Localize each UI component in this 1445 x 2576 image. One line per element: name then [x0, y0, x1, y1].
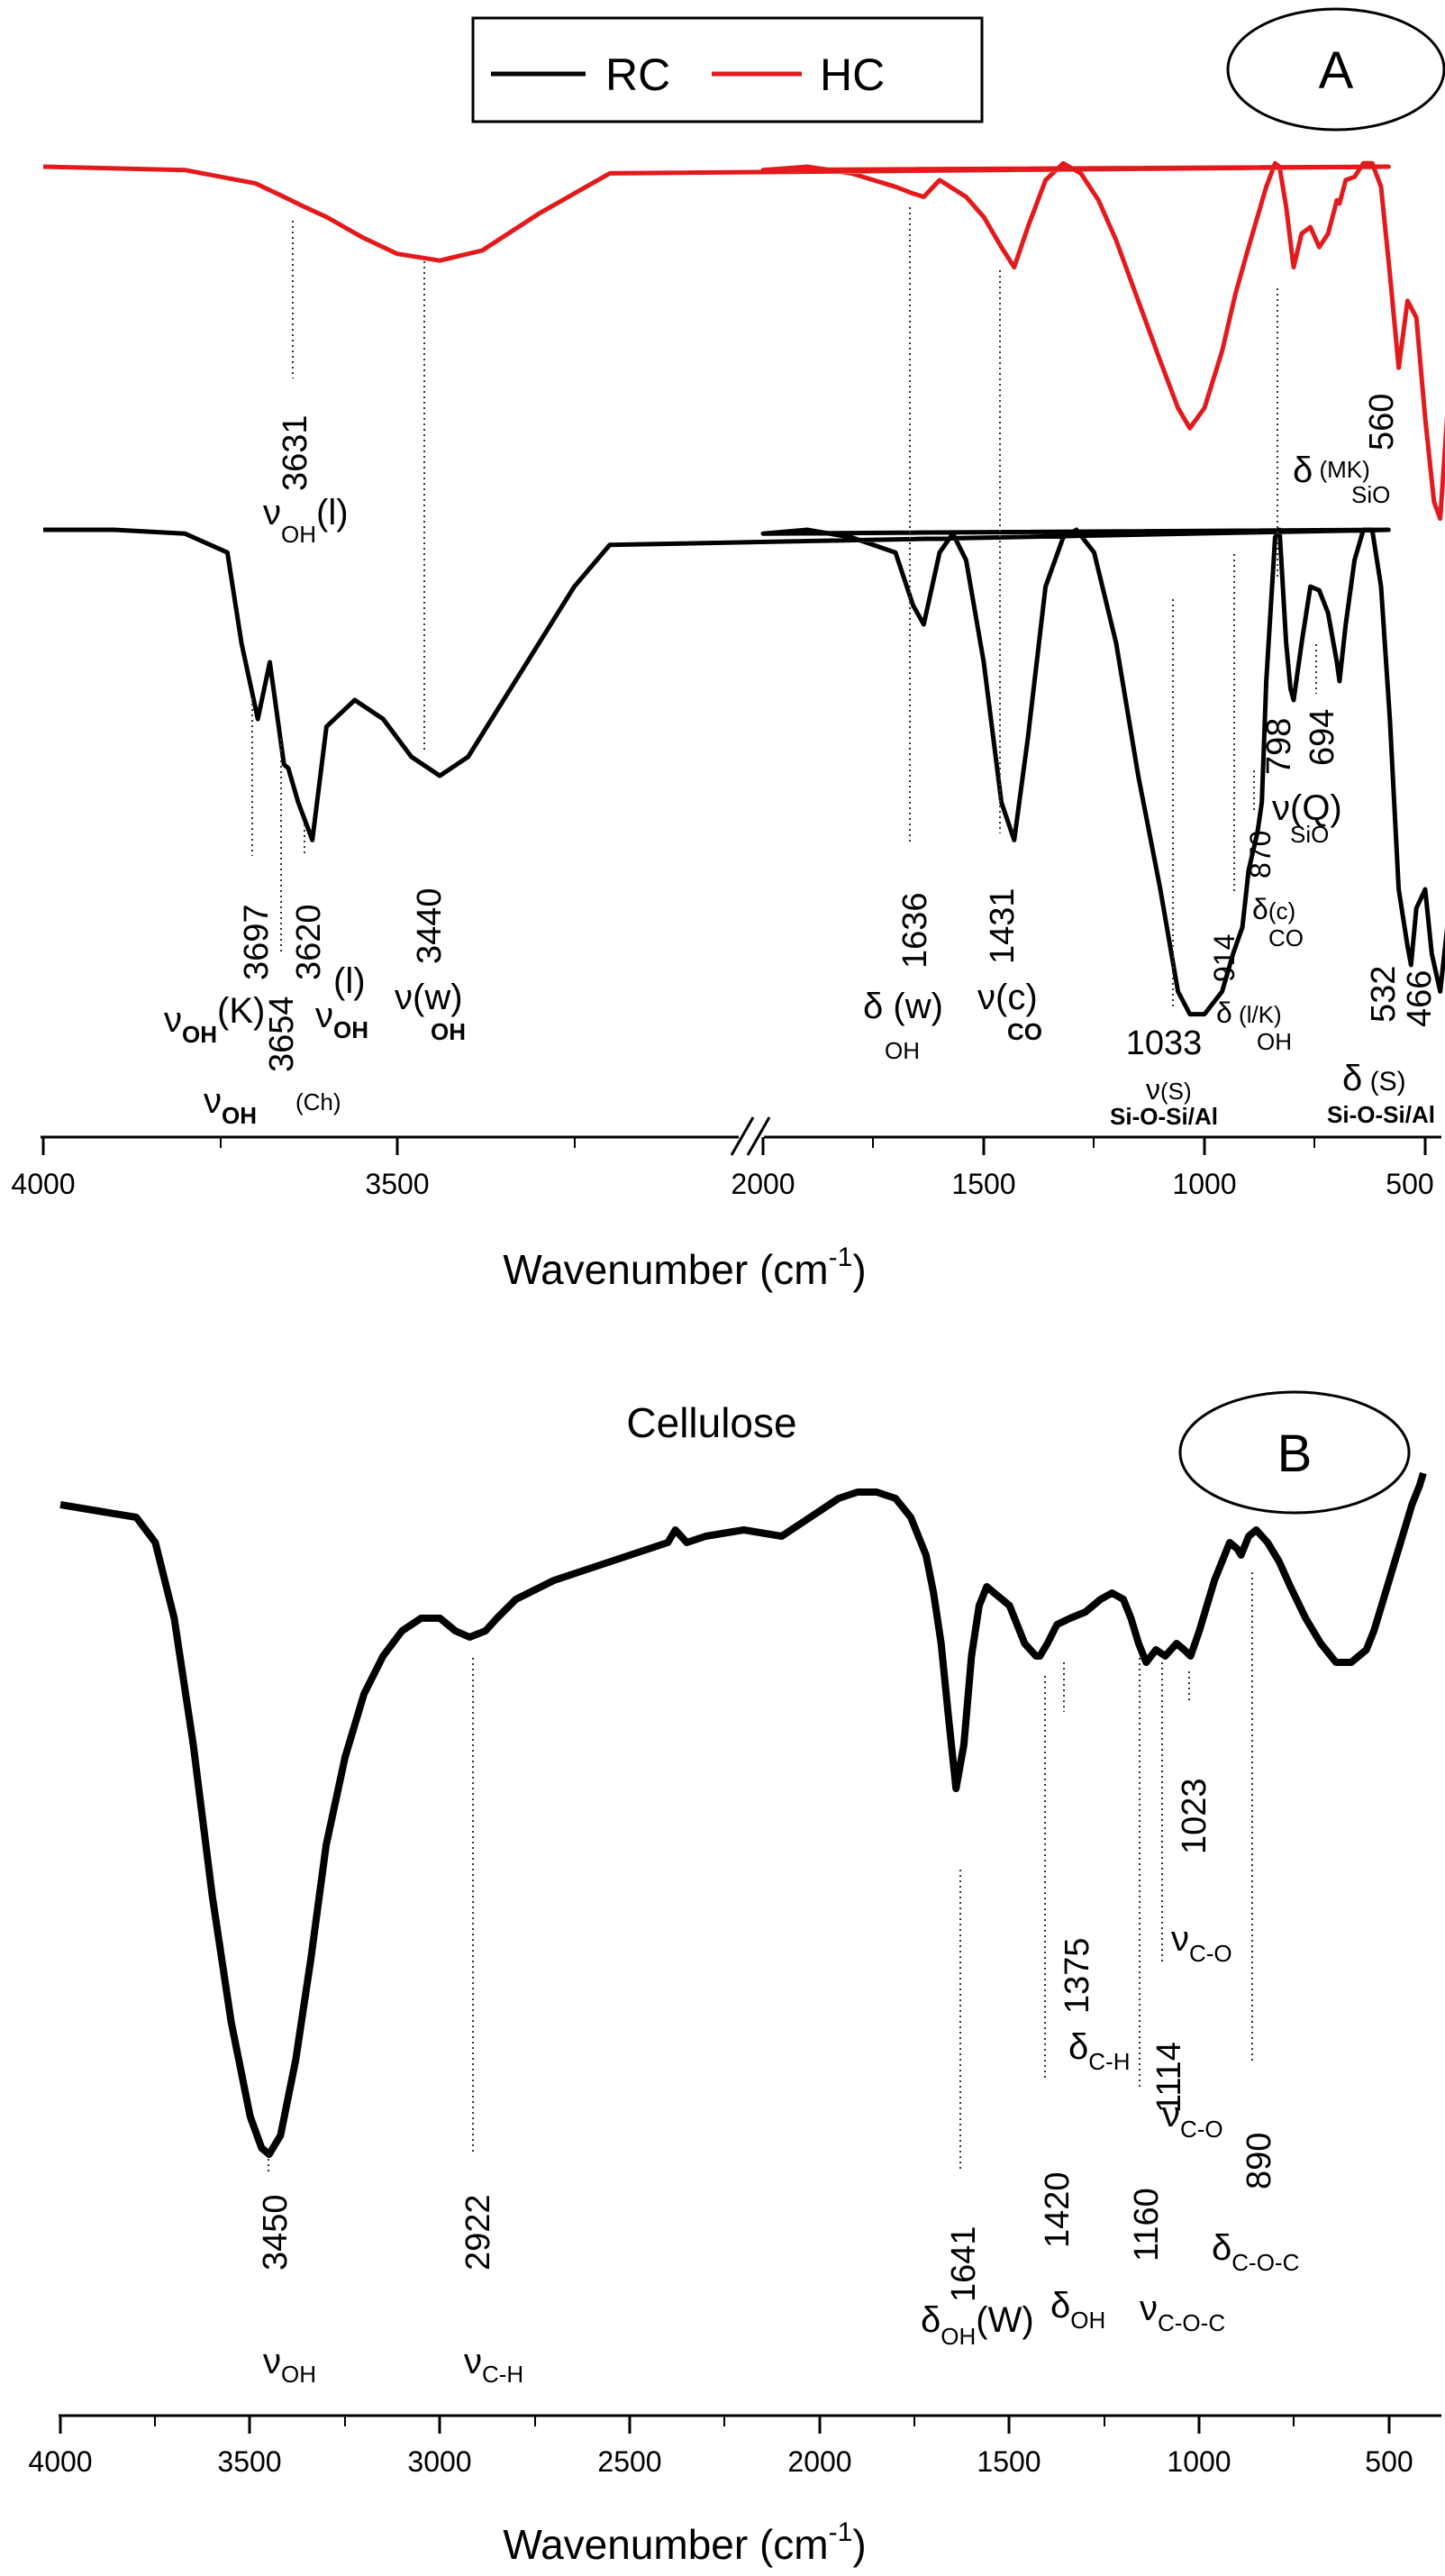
- x-axis-label-b-sup: -1: [829, 2517, 853, 2547]
- x-axis-b: 4000 3500 3000 2500 2000 1500 1000 500 W…: [28, 2414, 1441, 2568]
- peak-label-rc-1431: 1431: [984, 887, 1022, 964]
- x-tick-label-a-4000: 4000: [11, 1168, 75, 1200]
- panel-label-a-oval: [1226, 7, 1445, 132]
- assign-rc-870: δ(c) CO: [1252, 893, 1304, 951]
- x-tick-label-a-1000: 1000: [1172, 1168, 1236, 1200]
- assign-rc-532-sub: Si-O-Si/Al: [1327, 1101, 1435, 1128]
- peak-label-b-1023: 1023: [1176, 1778, 1213, 1854]
- peak-label-rc-466: 466: [1401, 970, 1439, 1027]
- assign-rc-1431: ν(c) CO: [977, 978, 1042, 1045]
- x-tick-label-b-500: 500: [1365, 2445, 1413, 2478]
- assign-rc-3440: ν(w) OH: [395, 978, 466, 1045]
- x-tick-label-b-2500: 2500: [597, 2445, 661, 2478]
- peak-label-rc-532: 532: [1365, 966, 1403, 1023]
- assign-rc-1033-sub: Si-O-Si/Al: [1110, 1103, 1218, 1130]
- panel-label-b: B: [1277, 1425, 1313, 1483]
- peak-label-b-1641: 1641: [945, 2226, 983, 2302]
- x-tick-label-b-2000: 2000: [787, 2445, 851, 2478]
- peak-labels-b: 3450 2922 1641 1420 1375 1160 1114 1023 …: [257, 1778, 1278, 2302]
- peak-label-b-1160: 1160: [1128, 2188, 1166, 2262]
- peak-guides-b: [268, 1572, 1253, 2171]
- assign-rc-3654-ch: (Ch): [295, 1088, 341, 1115]
- peak-label-rc-3697: 3697: [238, 904, 276, 980]
- assign-rc-1636: δ (w) OH: [863, 987, 943, 1064]
- peak-label-rc-694: 694: [1304, 709, 1341, 766]
- peak-label-b-1420: 1420: [1039, 2171, 1077, 2248]
- peak-label-hc-3631: 3631: [277, 414, 314, 491]
- assign-hc-3631: νOH(l): [263, 493, 349, 548]
- assign-b-2922: νC-H: [464, 2342, 523, 2388]
- peak-label-rc-870: 870: [1244, 831, 1277, 878]
- peak-label-hc-560: 560: [1363, 394, 1401, 451]
- assignments-a: νOH(l) δ (MK) SiO νOH(K) νOH (Ch) νOH(l) …: [164, 451, 1435, 1130]
- assign-rc-914: δ (l/K) OH: [1216, 997, 1292, 1055]
- assign-hc-560: δ (MK) SiO: [1293, 451, 1390, 508]
- assign-b-1641: δOH(W): [921, 2300, 1034, 2350]
- peak-label-rc-3620: 3620: [290, 904, 328, 980]
- peak-label-b-2922: 2922: [459, 2194, 497, 2271]
- legend-box: [471, 16, 984, 123]
- x-axis-label-a-close: ): [852, 1246, 866, 1293]
- assign-b-1375: δC-H: [1068, 2027, 1130, 2075]
- x-tick-label-a-3500: 3500: [365, 1168, 429, 1200]
- peak-label-rc-914: 914: [1208, 934, 1241, 982]
- assignments-b: νOH νC-H δOH(W) δOH δC-H νC-O-C νC-O νC-…: [263, 1919, 1299, 2388]
- assign-b-1023: νC-O: [1171, 1919, 1232, 1967]
- x-axis-label-b-close: ): [852, 2521, 866, 2568]
- assign-rc-1033: ν(S): [1146, 1073, 1192, 1106]
- x-tick-label-a-500: 500: [1386, 1168, 1433, 1200]
- panel-label-b-oval: [1178, 1390, 1411, 1515]
- x-axis-label-b-main: Wavenumber (cm: [503, 2521, 828, 2568]
- x-axis-label-a: Wavenumber (cm-1): [503, 1242, 866, 1293]
- panel-label-a: A: [1319, 41, 1354, 100]
- assign-b-3450: νOH: [263, 2342, 316, 2388]
- legend-label-rc: RC: [605, 50, 670, 100]
- assign-rc-798: ν(Q) SiO: [1272, 788, 1342, 848]
- peak-label-rc-3440: 3440: [411, 887, 449, 964]
- assign-rc-3697: νOH(K): [164, 991, 265, 1048]
- x-tick-label-b-1500: 1500: [977, 2445, 1041, 2478]
- peak-label-rc-1033: 1033: [1126, 1024, 1203, 1062]
- legend: RC HC: [471, 16, 984, 123]
- axis-break-mark-2: [746, 1116, 771, 1156]
- x-tick-label-a-1500: 1500: [951, 1168, 1015, 1200]
- assign-b-890: δC-O-C: [1212, 2228, 1299, 2276]
- series-line-cellulose: [59, 1471, 1427, 2158]
- x-axis-a: 4000 3500 2000 1500 1000 500 Wavenumber …: [11, 1116, 1441, 1293]
- assign-rc-532: δ (S): [1342, 1059, 1406, 1098]
- x-tick-label-b-1000: 1000: [1167, 2445, 1231, 2478]
- assign-b-1160: νC-O-C: [1140, 2289, 1225, 2336]
- x-axis-label-a-sup: -1: [829, 1242, 853, 1272]
- x-tick-label-b-3500: 3500: [217, 2445, 281, 2478]
- legend-label-hc: HC: [820, 50, 885, 100]
- panel-b: Cellulose B 4000 3500 3000 2500 2000: [28, 1390, 1441, 2568]
- x-tick-label-a-2000: 2000: [731, 1168, 795, 1200]
- chart-title-b: Cellulose: [626, 1399, 796, 1446]
- assign-rc-3620: νOH(l): [315, 961, 368, 1043]
- axis-break-mark-1: [730, 1116, 755, 1156]
- series-line-hc: [42, 160, 1445, 522]
- peak-label-b-1375: 1375: [1059, 1937, 1096, 2014]
- assign-b-1114: νC-O: [1162, 2095, 1223, 2143]
- x-axis-label-b: Wavenumber (cm-1): [503, 2517, 866, 2568]
- x-tick-label-b-4000: 4000: [28, 2445, 92, 2478]
- x-axis-label-a-main: Wavenumber (cm: [503, 1246, 828, 1293]
- peak-label-rc-1636: 1636: [896, 892, 934, 969]
- panel-a: RC HC A 4000 3500: [11, 7, 1445, 1293]
- x-tick-label-b-3000: 3000: [407, 2445, 471, 2478]
- peak-label-rc-798: 798: [1260, 718, 1298, 775]
- peak-label-b-3450: 3450: [257, 2194, 295, 2271]
- peak-guides-a: [251, 207, 1317, 1009]
- assign-b-1420: δOH: [1050, 2286, 1105, 2334]
- peak-labels-a: 3631 560 3697 3654 3620 3440 1636 1431 1…: [238, 394, 1439, 1072]
- assign-rc-3654: νOH: [204, 1081, 257, 1129]
- series-line-rc: [43, 527, 1445, 1017]
- peak-label-b-1114: 1114: [1150, 2042, 1188, 2113]
- peak-label-rc-3654: 3654: [263, 996, 301, 1072]
- peak-label-b-890: 890: [1241, 2133, 1278, 2189]
